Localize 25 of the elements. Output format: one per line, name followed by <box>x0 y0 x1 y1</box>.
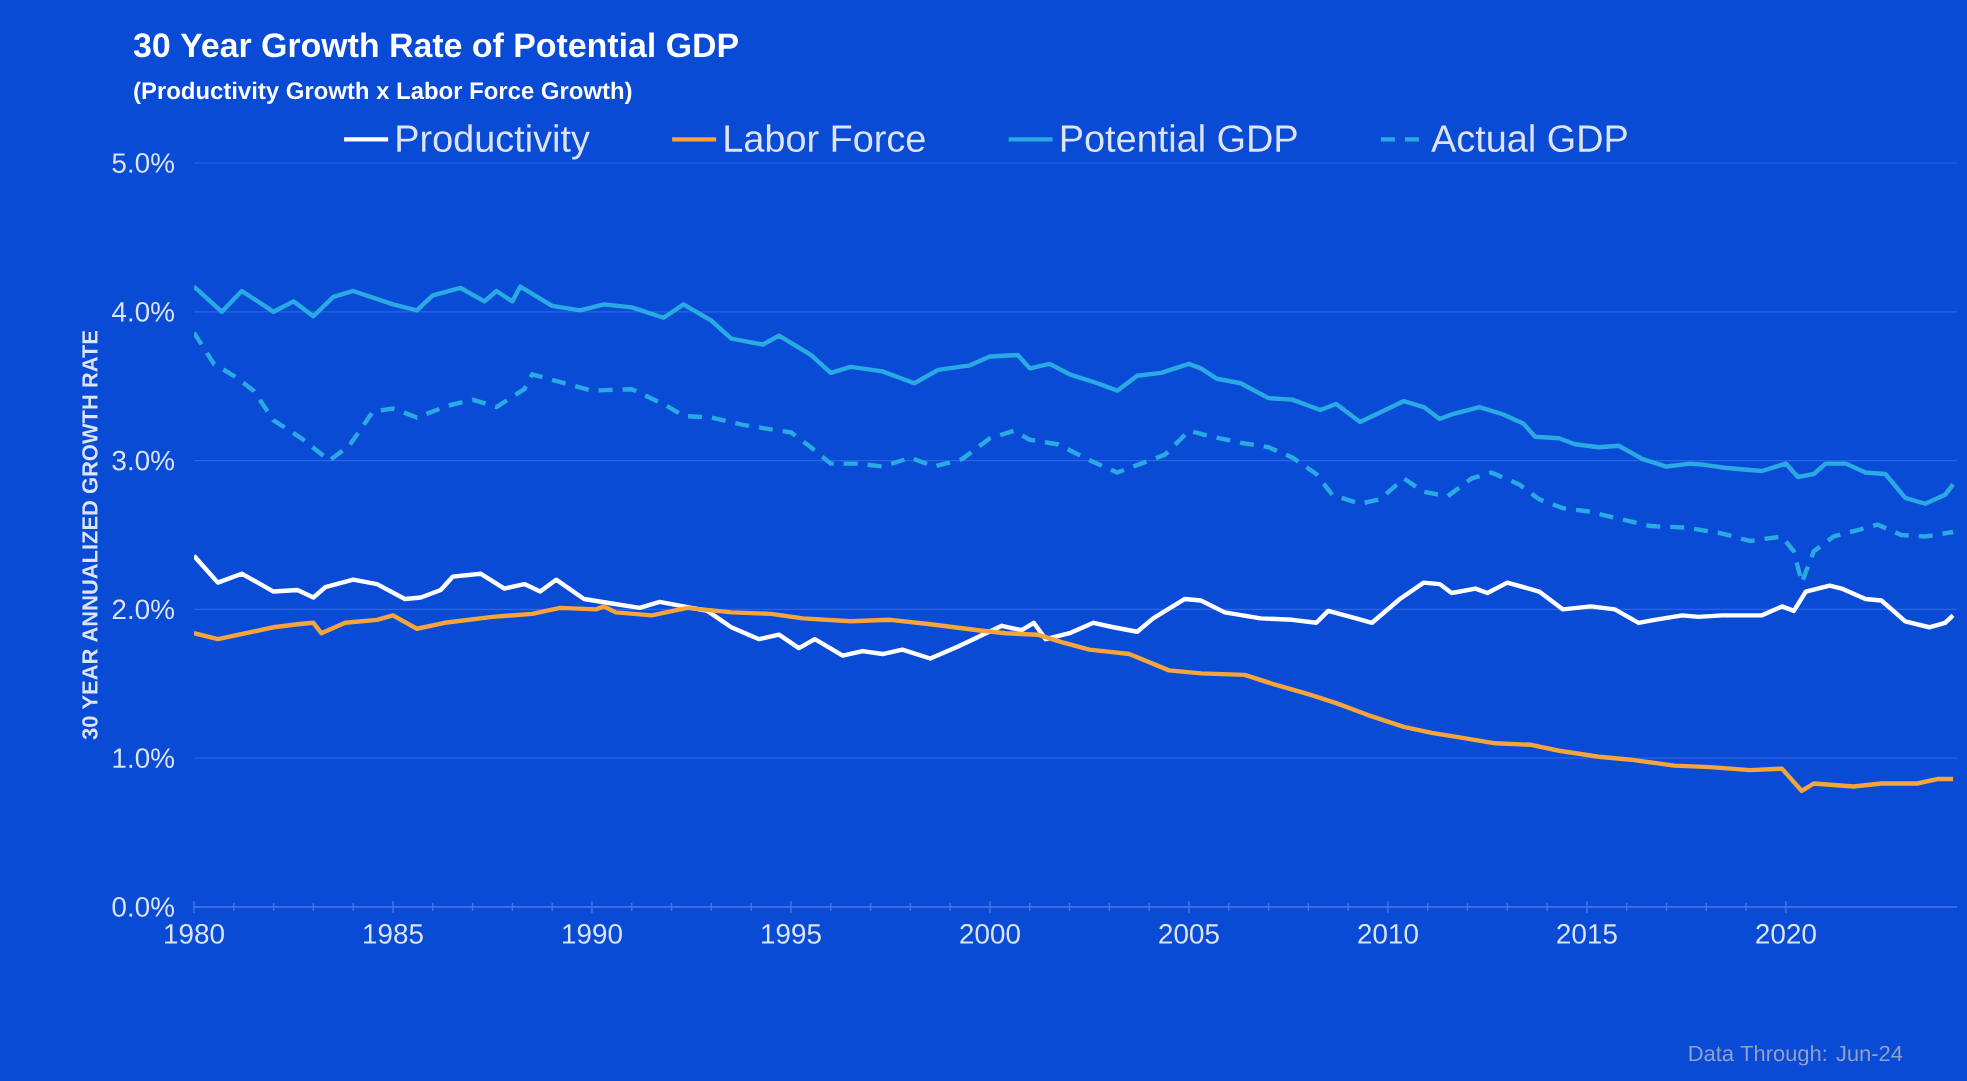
x-tick-label: 1995 <box>762 924 821 944</box>
x-tick-label: 2010 <box>1358 924 1418 944</box>
x-tick-label: 2020 <box>1756 924 1816 944</box>
x-tick-label: 2000 <box>960 924 1020 944</box>
legend-label: Productivity <box>397 124 590 160</box>
legend-label: Actual GDP <box>1431 124 1627 153</box>
y-tick-label: 0.0% <box>112 897 174 917</box>
y-tick-label: 1.0% <box>113 748 174 769</box>
x-tick-label: 1980 <box>165 924 224 944</box>
x-tick-label: 1990 <box>563 924 622 944</box>
text: Data Through: Jun-24 <box>1689 1045 1903 1066</box>
x-tick-label: 1985 <box>364 924 423 944</box>
line-series <box>194 553 1956 661</box>
chart-subtitle: (Productivity Growth x Labor Force Growth) <box>134 81 632 104</box>
chart-title: 30 Year Growth Rate of Potential GDP <box>133 32 738 58</box>
y-axis-title: 30 YEAR ANNUALIZED GROWTH RATE <box>82 330 98 740</box>
y-tick-label: 3.0% <box>112 450 174 471</box>
line-series <box>194 284 1956 506</box>
x-tick-label: 2015 <box>1557 924 1617 944</box>
x-tick-label: 2005 <box>1159 924 1219 944</box>
y-tick-label: 5.0% <box>112 153 174 173</box>
legend-label: Labor Force <box>725 124 925 153</box>
y-tick-label: 2.0% <box>112 599 174 620</box>
y-tick-label: 4.0% <box>112 301 174 322</box>
legend-label: Potential GDP <box>1061 124 1297 153</box>
